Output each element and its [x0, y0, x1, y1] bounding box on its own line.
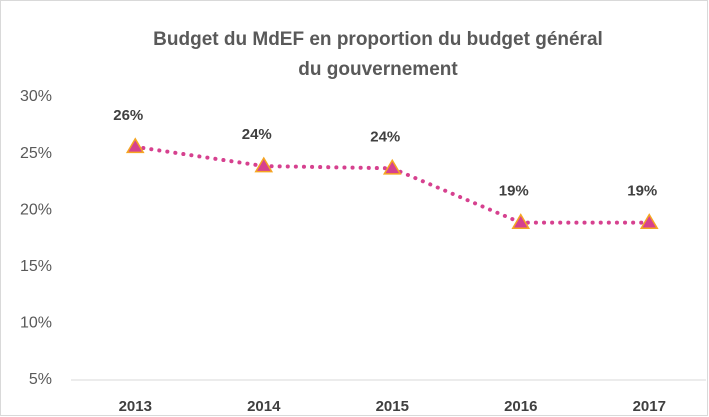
y-tick-label: 30% [20, 88, 52, 105]
data-label: 26% [113, 107, 143, 124]
y-tick-label: 20% [20, 201, 52, 218]
data-label: 24% [370, 128, 400, 145]
y-tick-label: 10% [20, 315, 52, 332]
data-label: 24% [242, 126, 272, 143]
data-label: 19% [499, 183, 529, 200]
y-tick-label: 15% [20, 258, 52, 275]
y-tick-label: 25% [20, 145, 52, 162]
x-tick-label: 2015 [376, 398, 409, 415]
x-tick-label: 2013 [119, 398, 152, 415]
chart-title: Budget du MdEF en proportion du budget g… [153, 29, 603, 50]
x-tick-label: 2016 [504, 398, 537, 415]
marker [254, 156, 274, 173]
chart-title: du gouvernement [298, 59, 458, 80]
data-label: 19% [627, 183, 657, 200]
x-tick-label: 2014 [247, 398, 281, 415]
marker [382, 158, 402, 175]
marker [125, 137, 145, 154]
x-tick-label: 2017 [633, 398, 666, 415]
marker [639, 213, 659, 230]
y-tick-label: 5% [29, 371, 52, 388]
marker [511, 213, 531, 230]
